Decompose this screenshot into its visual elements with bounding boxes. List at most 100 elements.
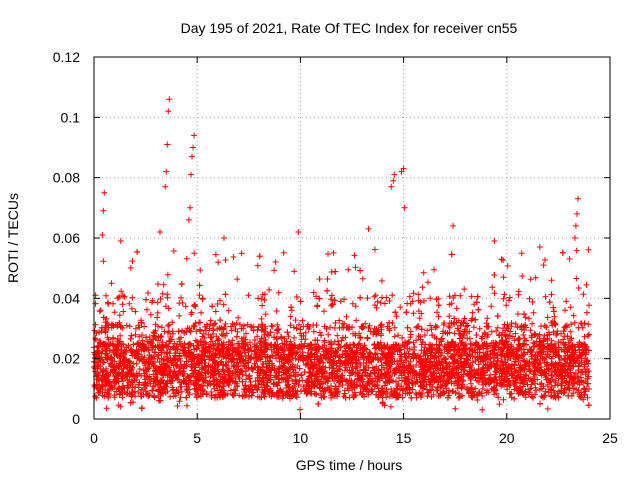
data-point: [387, 403, 394, 410]
data-point: [317, 380, 324, 387]
data-point: [123, 390, 130, 397]
data-point: [586, 331, 592, 338]
data-point: [110, 323, 117, 329]
data-point: [124, 384, 131, 391]
data-point: [585, 402, 592, 409]
data-point: [314, 337, 321, 344]
data-point: [349, 300, 356, 307]
data-point: [517, 380, 524, 387]
data-point: [522, 314, 529, 321]
data-point: [213, 333, 220, 340]
data-point: [103, 405, 110, 412]
data-point: [97, 354, 103, 361]
data-point: [267, 372, 274, 379]
data-point: [415, 308, 422, 315]
data-point: [366, 381, 373, 388]
data-point: [339, 382, 346, 388]
data-point: [391, 333, 398, 340]
data-point: [410, 339, 417, 346]
data-point: [339, 320, 346, 327]
data-point: [524, 381, 531, 388]
data-point: [158, 349, 165, 356]
data-point: [443, 359, 450, 366]
data-point: [350, 392, 356, 398]
data-point: [275, 289, 282, 296]
data-point: [295, 381, 302, 388]
data-point: [192, 379, 199, 386]
data-point: [372, 345, 379, 352]
data-point: [310, 328, 317, 335]
data-point: [241, 322, 247, 329]
data-point: [225, 338, 232, 345]
data-point: [421, 378, 428, 385]
data-point: [176, 336, 183, 342]
data-point: [297, 406, 303, 413]
data-point: [191, 250, 198, 257]
data-point: [212, 394, 218, 401]
data-point: [234, 359, 241, 366]
data-point: [453, 305, 460, 312]
data-point: [285, 358, 292, 365]
data-point: [371, 293, 378, 300]
data-point: [322, 354, 329, 361]
data-point: [199, 356, 206, 363]
data-point: [161, 328, 168, 335]
data-point: [564, 333, 571, 340]
data-point: [226, 374, 233, 381]
data-point: [366, 360, 372, 366]
data-point: [289, 366, 296, 373]
data-point: [538, 385, 545, 392]
data-point: [550, 329, 557, 335]
data-point: [570, 358, 577, 365]
data-point: [327, 324, 334, 331]
data-point: [241, 346, 248, 352]
data-point: [192, 364, 199, 371]
data-point: [220, 301, 227, 308]
data-point: [345, 353, 352, 360]
data-point: [569, 376, 576, 383]
data-point: [212, 251, 219, 258]
data-point: [496, 332, 503, 339]
data-point: [92, 351, 99, 358]
data-point: [103, 292, 109, 299]
data-point: [314, 303, 321, 310]
data-point: [176, 398, 183, 405]
data-point: [325, 354, 332, 361]
data-point: [562, 369, 569, 375]
data-point: [243, 330, 249, 337]
data-point: [270, 380, 277, 387]
data-point: [368, 386, 375, 393]
data-point: [501, 359, 507, 366]
data-point: [291, 268, 298, 275]
data-point: [461, 315, 468, 322]
data-point: [115, 402, 122, 409]
data-point: [529, 320, 536, 327]
data-point: [205, 331, 212, 338]
data-point: [399, 394, 406, 401]
data-point: [103, 342, 110, 349]
data-point: [485, 379, 492, 386]
data-point: [337, 354, 344, 361]
data-point: [555, 394, 562, 401]
data-point: [209, 338, 216, 345]
data-point: [335, 357, 342, 364]
data-point: [511, 395, 518, 402]
data-point: [205, 349, 211, 356]
data-point: [104, 334, 111, 341]
data-point: [325, 251, 331, 257]
data-point: [413, 392, 420, 398]
data-point: [138, 386, 145, 393]
data-point: [177, 342, 184, 349]
data-point: [421, 297, 427, 304]
data-point: [221, 369, 227, 376]
data-point: [330, 249, 337, 256]
data-point: [526, 295, 533, 302]
data-point: [343, 313, 350, 320]
data-point: [192, 390, 199, 397]
data-point: [349, 350, 356, 357]
data-point: [391, 390, 398, 397]
data-point: [280, 249, 287, 256]
data-point: [145, 364, 152, 371]
data-point: [282, 346, 288, 353]
data-point: [445, 323, 452, 330]
